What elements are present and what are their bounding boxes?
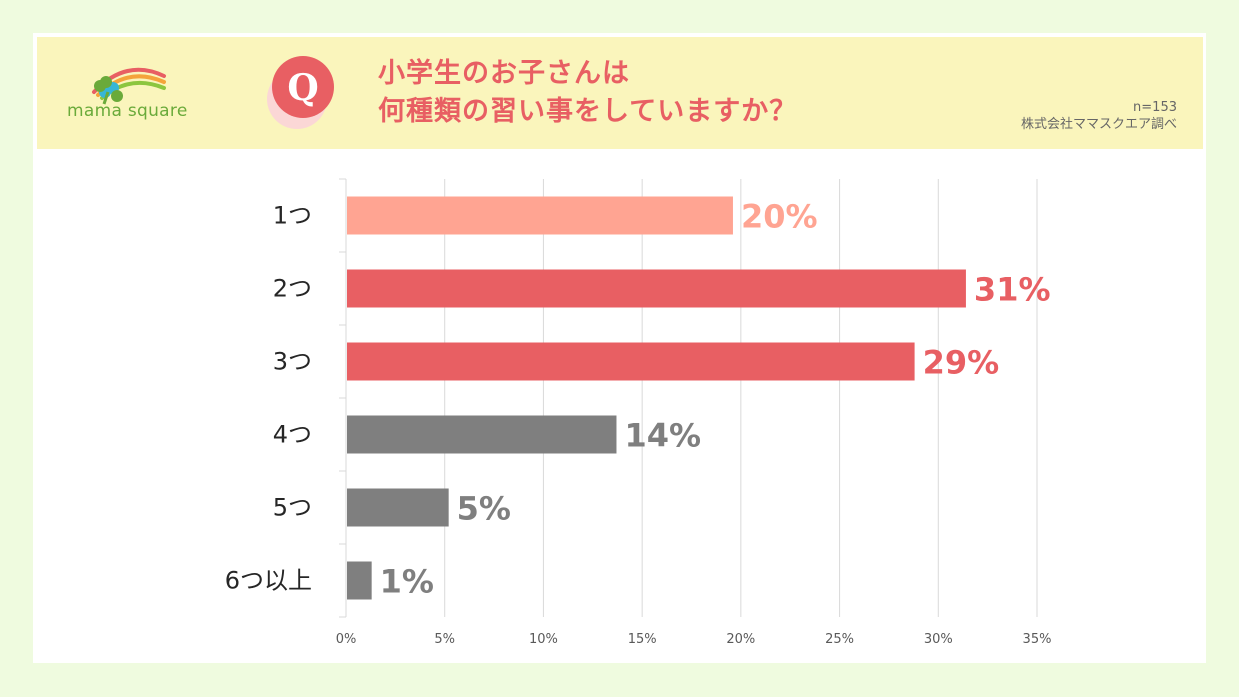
data-label: 20% bbox=[741, 198, 818, 236]
data-label: 1% bbox=[380, 563, 434, 601]
question-line-1: 小学生のお子さんは bbox=[378, 58, 630, 89]
source-note: 株式会社ママスクエア調べ bbox=[1020, 117, 1177, 132]
bar bbox=[347, 269, 966, 308]
category-label: 2つ bbox=[273, 275, 312, 303]
category-label: 6つ以上 bbox=[225, 567, 312, 595]
x-tick-label: 35% bbox=[1023, 632, 1052, 647]
bar bbox=[347, 415, 617, 454]
question-line-2: 何種類の習い事をしていますか？ bbox=[378, 96, 798, 127]
category-label: 3つ bbox=[273, 348, 312, 376]
mama-square-logo bbox=[92, 67, 166, 105]
x-tick-label: 0% bbox=[336, 632, 357, 647]
category-label: 4つ bbox=[273, 421, 312, 449]
data-label: 31% bbox=[974, 271, 1051, 309]
q-letter: Q bbox=[287, 67, 318, 109]
bar bbox=[347, 342, 915, 381]
data-label: 5% bbox=[457, 490, 511, 528]
x-tick-label: 15% bbox=[628, 632, 657, 647]
category-label: 1つ bbox=[273, 202, 312, 230]
data-label: 14% bbox=[624, 417, 701, 455]
bar bbox=[347, 488, 449, 527]
sample-size: n=153 bbox=[1133, 100, 1177, 115]
x-tick-label: 30% bbox=[924, 632, 953, 647]
x-tick-label: 10% bbox=[529, 632, 558, 647]
bar bbox=[347, 561, 372, 600]
header-banner bbox=[37, 37, 1203, 149]
x-tick-label: 5% bbox=[434, 632, 455, 647]
x-tick-label: 25% bbox=[825, 632, 854, 647]
survey-meta: n=153 株式会社ママスクエア調べ bbox=[1021, 99, 1177, 133]
data-label: 29% bbox=[923, 344, 1000, 382]
logo-text: mama square bbox=[67, 101, 188, 121]
q-badge-icon: Q bbox=[267, 56, 334, 129]
clover-icon bbox=[94, 76, 123, 105]
question-title: 小学生のお子さんは 何種類の習い事をしていますか？ bbox=[378, 55, 797, 131]
bar bbox=[347, 196, 733, 235]
category-label: 5つ bbox=[273, 494, 312, 522]
x-tick-label: 20% bbox=[726, 632, 755, 647]
